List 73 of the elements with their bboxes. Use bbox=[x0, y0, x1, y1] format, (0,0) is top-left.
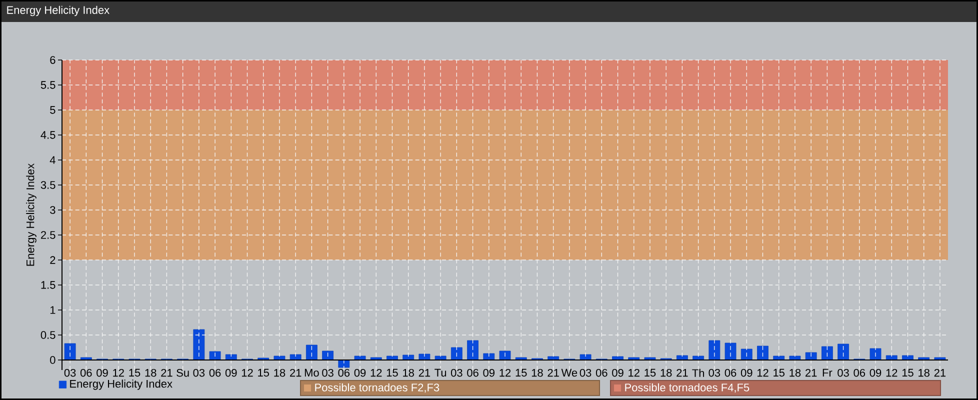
x-tick-label: 15 bbox=[258, 368, 270, 377]
x-tick-label: 06 bbox=[854, 368, 866, 377]
y-tick-label: 3 bbox=[50, 206, 56, 214]
x-tick-label: 21 bbox=[290, 368, 302, 377]
x-tick-label: 09 bbox=[740, 368, 752, 377]
x-tick-label: 06 bbox=[724, 368, 736, 377]
x-tick-label: 18 bbox=[403, 368, 414, 377]
y-tick-label: 6 bbox=[50, 56, 56, 64]
x-tick-label: 18 bbox=[145, 368, 156, 377]
y-tick-label: 1.5 bbox=[41, 281, 56, 289]
x-tick-label: 15 bbox=[774, 368, 785, 377]
y-tick-label: 4 bbox=[50, 156, 56, 164]
x-tick-label: 09 bbox=[870, 368, 882, 377]
x-tick-label: 09 bbox=[96, 368, 108, 377]
x-tick-label: 03 bbox=[64, 368, 76, 377]
y-tick-label: 3.5 bbox=[40, 181, 56, 189]
x-tick-label: 09 bbox=[612, 368, 624, 377]
x-tick-label: 15 bbox=[516, 368, 527, 377]
x-tick-label: We bbox=[561, 368, 578, 377]
x-tick-label: Tu bbox=[434, 368, 446, 377]
legend-label: Possible tornadoes F4,F5 bbox=[625, 383, 750, 393]
legend-label: Possible tornadoes F2,F3 bbox=[315, 383, 440, 393]
x-tick-label: 03 bbox=[322, 368, 334, 377]
x-tick-label: 21 bbox=[548, 368, 559, 377]
x-tick-label: 15 bbox=[129, 368, 140, 377]
x-tick-label: 12 bbox=[242, 368, 253, 377]
x-tick-label: 12 bbox=[628, 368, 640, 377]
x-tick-label: 03 bbox=[451, 368, 462, 377]
x-tick-label: 09 bbox=[225, 368, 237, 377]
x-tick-label: 21 bbox=[676, 368, 688, 377]
x-tick-label: 12 bbox=[757, 368, 768, 377]
legend-label: Energy Helicity Index bbox=[70, 380, 172, 390]
y-tick-label: 0 bbox=[50, 356, 56, 364]
x-tick-label: 03 bbox=[708, 368, 720, 377]
x-tick-label: 06 bbox=[338, 368, 350, 377]
x-tick-label: 15 bbox=[386, 368, 398, 377]
y-tick-label: 5.5 bbox=[40, 81, 56, 89]
x-tick-label: 03 bbox=[193, 368, 205, 377]
x-tick-label: 21 bbox=[161, 368, 172, 377]
y-tick-label: 5 bbox=[50, 106, 56, 114]
x-tick-label: 09 bbox=[354, 368, 366, 377]
x-tick-label: 18 bbox=[660, 368, 672, 377]
x-tick-label: 21 bbox=[418, 368, 430, 377]
x-tick-label: 09 bbox=[483, 368, 494, 377]
x-tick-label: 15 bbox=[902, 368, 914, 377]
y-tick-label: 2.5 bbox=[40, 231, 56, 239]
x-tick-label: 06 bbox=[80, 368, 92, 377]
y-axis-title: Energy Helicity Index bbox=[26, 163, 36, 266]
x-tick-label: 12 bbox=[113, 368, 124, 377]
x-tick-label: 15 bbox=[644, 368, 656, 377]
chart-title: Energy Helicity Index bbox=[7, 6, 110, 16]
y-tick-label: 0.5 bbox=[40, 331, 56, 339]
x-tick-label: 06 bbox=[209, 368, 221, 377]
x-tick-label: 06 bbox=[467, 368, 478, 377]
x-tick-label: Mo bbox=[304, 368, 319, 377]
y-tick-label: 1 bbox=[50, 306, 56, 314]
x-tick-label: 03 bbox=[580, 368, 592, 377]
x-tick-label: 18 bbox=[918, 368, 930, 377]
x-tick-label: 18 bbox=[532, 368, 543, 377]
x-tick-label: Fr bbox=[822, 368, 832, 376]
x-tick-label: 18 bbox=[790, 368, 801, 377]
x-tick-label: 18 bbox=[274, 368, 286, 377]
y-tick-label: 4.5 bbox=[40, 131, 56, 139]
x-tick-label: 03 bbox=[838, 368, 849, 377]
y-tick-label: 2 bbox=[50, 256, 56, 264]
x-tick-label: Th bbox=[692, 368, 704, 377]
x-tick-label: 21 bbox=[806, 368, 817, 377]
x-tick-label: 12 bbox=[370, 368, 382, 377]
x-tick-label: 06 bbox=[596, 368, 608, 377]
x-tick-label: 21 bbox=[934, 368, 946, 377]
x-tick-label: 12 bbox=[886, 368, 898, 377]
x-tick-label: Su bbox=[176, 368, 189, 377]
x-tick-label: 12 bbox=[500, 368, 511, 377]
